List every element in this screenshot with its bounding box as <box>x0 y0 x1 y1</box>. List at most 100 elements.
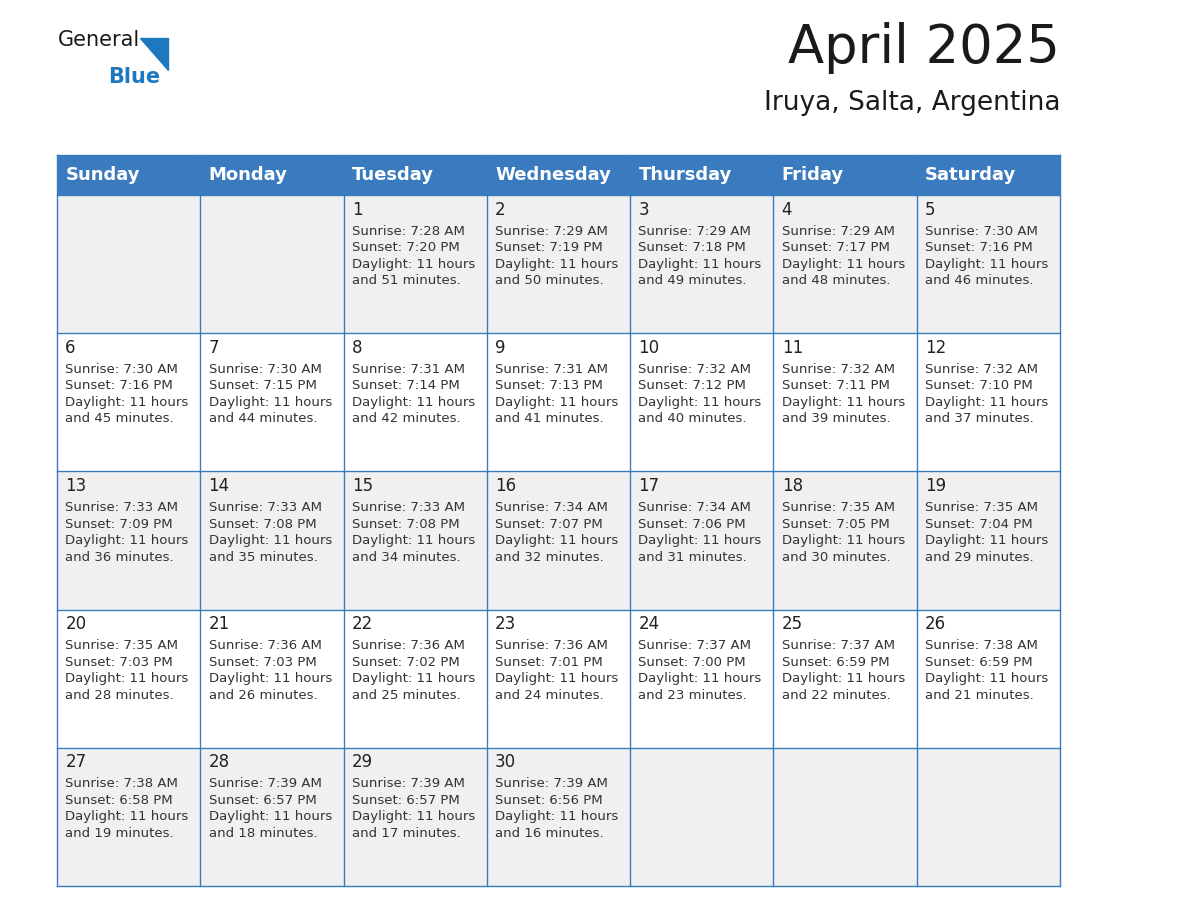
Text: Sunrise: 7:37 AM
Sunset: 6:59 PM
Daylight: 11 hours
and 22 minutes.: Sunrise: 7:37 AM Sunset: 6:59 PM Dayligh… <box>782 639 905 701</box>
Text: Thursday: Thursday <box>638 166 732 184</box>
Bar <box>343 748 487 886</box>
Bar <box>630 333 773 472</box>
Text: Sunrise: 7:35 AM
Sunset: 7:03 PM
Daylight: 11 hours
and 28 minutes.: Sunrise: 7:35 AM Sunset: 7:03 PM Dayligh… <box>65 639 189 701</box>
Bar <box>57 195 201 333</box>
Bar <box>57 155 201 195</box>
Text: Sunrise: 7:38 AM
Sunset: 6:59 PM
Daylight: 11 hours
and 21 minutes.: Sunrise: 7:38 AM Sunset: 6:59 PM Dayligh… <box>925 639 1048 701</box>
Bar <box>343 155 487 195</box>
Text: Blue: Blue <box>108 67 160 87</box>
Bar <box>57 610 201 748</box>
Text: Sunrise: 7:29 AM
Sunset: 7:19 PM
Daylight: 11 hours
and 50 minutes.: Sunrise: 7:29 AM Sunset: 7:19 PM Dayligh… <box>495 225 619 287</box>
Bar <box>917 195 1060 333</box>
Text: 27: 27 <box>65 754 87 771</box>
Bar <box>773 195 917 333</box>
Bar <box>773 155 917 195</box>
Text: 18: 18 <box>782 477 803 495</box>
Bar <box>630 155 773 195</box>
Bar <box>343 610 487 748</box>
Text: 13: 13 <box>65 477 87 495</box>
Text: 30: 30 <box>495 754 517 771</box>
Bar <box>57 333 201 472</box>
Text: 1: 1 <box>352 200 362 218</box>
Text: 5: 5 <box>925 200 935 218</box>
Bar <box>57 748 201 886</box>
Text: Sunrise: 7:31 AM
Sunset: 7:13 PM
Daylight: 11 hours
and 41 minutes.: Sunrise: 7:31 AM Sunset: 7:13 PM Dayligh… <box>495 363 619 425</box>
Bar <box>487 472 630 610</box>
Bar <box>917 610 1060 748</box>
Text: 16: 16 <box>495 477 517 495</box>
Bar <box>343 472 487 610</box>
Text: 21: 21 <box>209 615 229 633</box>
Text: 7: 7 <box>209 339 219 357</box>
Bar <box>917 472 1060 610</box>
Text: 22: 22 <box>352 615 373 633</box>
Text: Sunrise: 7:32 AM
Sunset: 7:10 PM
Daylight: 11 hours
and 37 minutes.: Sunrise: 7:32 AM Sunset: 7:10 PM Dayligh… <box>925 363 1048 425</box>
Text: 10: 10 <box>638 339 659 357</box>
Bar <box>201 610 343 748</box>
Bar <box>630 748 773 886</box>
Text: 25: 25 <box>782 615 803 633</box>
Text: Sunrise: 7:32 AM
Sunset: 7:12 PM
Daylight: 11 hours
and 40 minutes.: Sunrise: 7:32 AM Sunset: 7:12 PM Dayligh… <box>638 363 762 425</box>
Text: 17: 17 <box>638 477 659 495</box>
Text: Sunrise: 7:37 AM
Sunset: 7:00 PM
Daylight: 11 hours
and 23 minutes.: Sunrise: 7:37 AM Sunset: 7:00 PM Dayligh… <box>638 639 762 701</box>
Bar <box>487 155 630 195</box>
Bar <box>201 333 343 472</box>
Text: 24: 24 <box>638 615 659 633</box>
Text: Sunrise: 7:39 AM
Sunset: 6:57 PM
Daylight: 11 hours
and 18 minutes.: Sunrise: 7:39 AM Sunset: 6:57 PM Dayligh… <box>209 778 331 840</box>
Text: Sunrise: 7:34 AM
Sunset: 7:06 PM
Daylight: 11 hours
and 31 minutes.: Sunrise: 7:34 AM Sunset: 7:06 PM Dayligh… <box>638 501 762 564</box>
Text: 14: 14 <box>209 477 229 495</box>
Bar <box>343 195 487 333</box>
Bar <box>917 155 1060 195</box>
Text: Iruya, Salta, Argentina: Iruya, Salta, Argentina <box>764 90 1060 116</box>
Text: Sunrise: 7:30 AM
Sunset: 7:15 PM
Daylight: 11 hours
and 44 minutes.: Sunrise: 7:30 AM Sunset: 7:15 PM Dayligh… <box>209 363 331 425</box>
Text: General: General <box>58 30 140 50</box>
Text: Sunrise: 7:32 AM
Sunset: 7:11 PM
Daylight: 11 hours
and 39 minutes.: Sunrise: 7:32 AM Sunset: 7:11 PM Dayligh… <box>782 363 905 425</box>
Text: Sunrise: 7:31 AM
Sunset: 7:14 PM
Daylight: 11 hours
and 42 minutes.: Sunrise: 7:31 AM Sunset: 7:14 PM Dayligh… <box>352 363 475 425</box>
Bar <box>201 472 343 610</box>
Text: Sunrise: 7:29 AM
Sunset: 7:17 PM
Daylight: 11 hours
and 48 minutes.: Sunrise: 7:29 AM Sunset: 7:17 PM Dayligh… <box>782 225 905 287</box>
Bar <box>57 472 201 610</box>
Bar <box>487 195 630 333</box>
Bar <box>630 610 773 748</box>
Text: Sunday: Sunday <box>65 166 140 184</box>
Text: Sunrise: 7:30 AM
Sunset: 7:16 PM
Daylight: 11 hours
and 45 minutes.: Sunrise: 7:30 AM Sunset: 7:16 PM Dayligh… <box>65 363 189 425</box>
Text: 19: 19 <box>925 477 946 495</box>
Text: Wednesday: Wednesday <box>495 166 611 184</box>
Text: 23: 23 <box>495 615 517 633</box>
Bar <box>343 333 487 472</box>
Text: 9: 9 <box>495 339 506 357</box>
Polygon shape <box>140 38 168 70</box>
Text: 4: 4 <box>782 200 792 218</box>
Text: Sunrise: 7:36 AM
Sunset: 7:03 PM
Daylight: 11 hours
and 26 minutes.: Sunrise: 7:36 AM Sunset: 7:03 PM Dayligh… <box>209 639 331 701</box>
Bar <box>201 155 343 195</box>
Text: 8: 8 <box>352 339 362 357</box>
Bar <box>917 333 1060 472</box>
Bar <box>773 472 917 610</box>
Text: Sunrise: 7:36 AM
Sunset: 7:02 PM
Daylight: 11 hours
and 25 minutes.: Sunrise: 7:36 AM Sunset: 7:02 PM Dayligh… <box>352 639 475 701</box>
Text: Saturday: Saturday <box>925 166 1016 184</box>
Text: Sunrise: 7:39 AM
Sunset: 6:56 PM
Daylight: 11 hours
and 16 minutes.: Sunrise: 7:39 AM Sunset: 6:56 PM Dayligh… <box>495 778 619 840</box>
Text: Sunrise: 7:29 AM
Sunset: 7:18 PM
Daylight: 11 hours
and 49 minutes.: Sunrise: 7:29 AM Sunset: 7:18 PM Dayligh… <box>638 225 762 287</box>
Text: 2: 2 <box>495 200 506 218</box>
Text: April 2025: April 2025 <box>788 22 1060 74</box>
Text: Sunrise: 7:39 AM
Sunset: 6:57 PM
Daylight: 11 hours
and 17 minutes.: Sunrise: 7:39 AM Sunset: 6:57 PM Dayligh… <box>352 778 475 840</box>
Text: 28: 28 <box>209 754 229 771</box>
Text: 6: 6 <box>65 339 76 357</box>
Text: Friday: Friday <box>782 166 843 184</box>
Text: Sunrise: 7:35 AM
Sunset: 7:04 PM
Daylight: 11 hours
and 29 minutes.: Sunrise: 7:35 AM Sunset: 7:04 PM Dayligh… <box>925 501 1048 564</box>
Text: Sunrise: 7:33 AM
Sunset: 7:08 PM
Daylight: 11 hours
and 35 minutes.: Sunrise: 7:33 AM Sunset: 7:08 PM Dayligh… <box>209 501 331 564</box>
Bar <box>773 610 917 748</box>
Text: 29: 29 <box>352 754 373 771</box>
Bar <box>630 195 773 333</box>
Bar <box>201 748 343 886</box>
Bar <box>773 333 917 472</box>
Bar <box>201 195 343 333</box>
Bar <box>773 748 917 886</box>
Bar <box>630 472 773 610</box>
Text: Monday: Monday <box>209 166 287 184</box>
Text: 20: 20 <box>65 615 87 633</box>
Text: Tuesday: Tuesday <box>352 166 434 184</box>
Text: 26: 26 <box>925 615 946 633</box>
Bar <box>487 748 630 886</box>
Text: 12: 12 <box>925 339 947 357</box>
